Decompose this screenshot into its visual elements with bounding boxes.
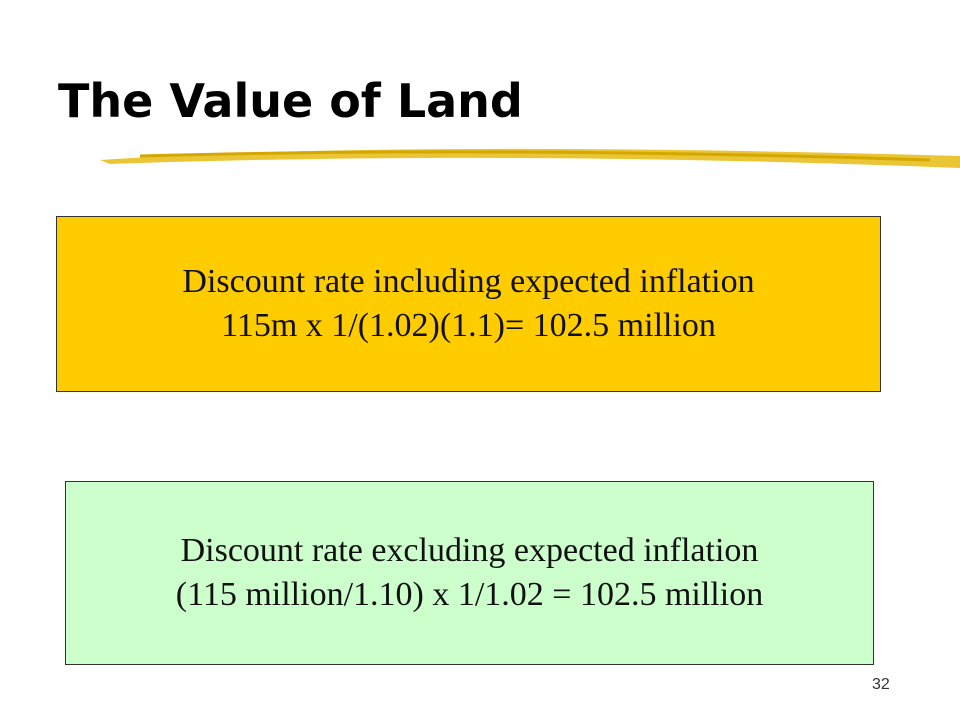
page-number: 32: [872, 676, 890, 693]
text-line: Discount rate excluding expected inflati…: [180, 532, 759, 569]
underline-stroke: [100, 148, 960, 168]
text-line: 115m x 1/(1.02)(1.1)= 102.5 million: [221, 307, 716, 344]
info-box: Discount rate including expected inflati…: [56, 216, 881, 392]
text-line: (115 million/1.10) x 1/1.02 = 102.5 mill…: [175, 576, 764, 613]
text-line: Discount rate including expected inflati…: [182, 263, 755, 300]
title: The Value of Land: [58, 74, 523, 128]
info-box: Discount rate excluding expected inflati…: [65, 481, 874, 665]
